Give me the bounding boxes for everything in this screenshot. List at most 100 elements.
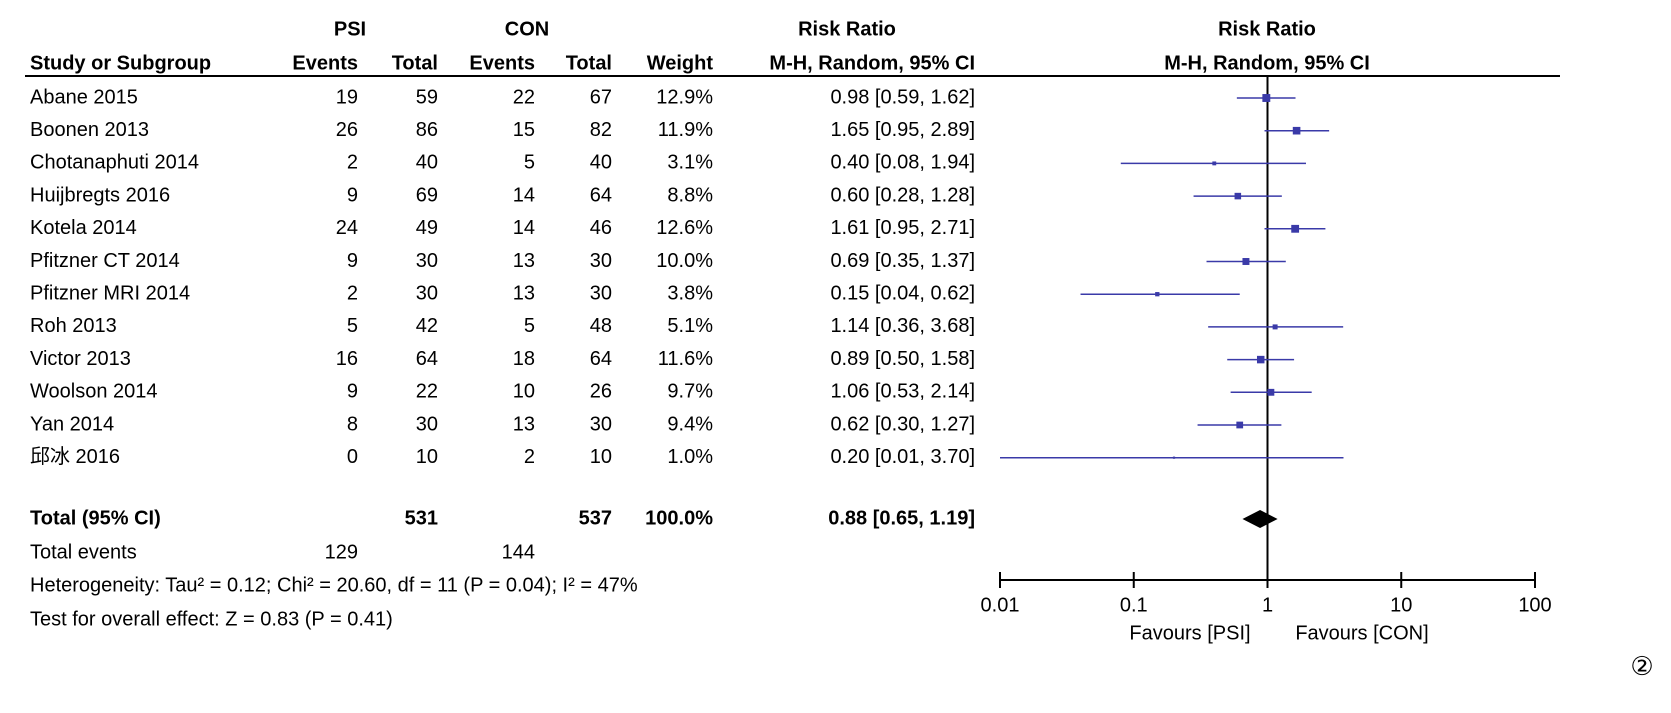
cell: 0.15 [0.04, 0.62] [830,282,975,304]
cell: 0.62 [0.30, 1.27] [830,413,975,435]
cell: 0.40 [0.08, 1.94] [830,152,975,174]
x-axis-label: Favours [PSI] [1129,622,1250,644]
study-name: Roh 2013 [30,315,117,337]
cell: 86 [416,119,438,141]
study-name: Victor 2013 [30,348,131,370]
cell: 46 [590,217,612,239]
cell: 1.61 [0.95, 2.71] [830,217,975,239]
group-header: PSI [334,18,366,40]
cell: 19 [336,86,358,108]
total-events-name: Total events [30,541,137,563]
x-tick-label: 0.1 [1120,594,1148,616]
effect-marker [1236,421,1244,429]
cell: 49 [416,217,438,239]
cell: 5.1% [667,315,713,337]
column-header: Events [292,52,358,74]
study-name: Boonen 2013 [30,119,149,141]
cell: 24 [336,217,358,239]
cell: 14 [513,184,535,206]
group-header: Risk Ratio [1218,18,1316,40]
cell: 26 [590,381,612,403]
effect-marker [1234,192,1242,200]
study-name: Abane 2015 [30,86,138,108]
study-name: Pfitzner CT 2014 [30,250,180,272]
cell: 22 [513,86,535,108]
group-header: CON [505,18,549,40]
study-name: Huijbregts 2016 [30,184,170,206]
cell: 67 [590,86,612,108]
study-name: 邱冰 2016 [30,445,120,468]
cell: 8 [347,413,358,435]
effect-marker [1172,456,1176,459]
cell: 30 [590,413,612,435]
cell: 64 [590,184,612,206]
cell: 8.8% [667,184,713,206]
total-cell: 100.0% [645,507,713,529]
cell: 9 [347,184,358,206]
group-header: Risk Ratio [798,18,896,40]
total-events-cell: 129 [325,541,358,563]
cell: 26 [336,119,358,141]
cell: 9.7% [667,381,713,403]
study-name: Yan 2014 [30,413,114,435]
cell: 30 [416,413,438,435]
cell: 59 [416,86,438,108]
effect-marker [1155,292,1160,297]
cell: 9 [347,381,358,403]
total-events-cell: 144 [502,541,535,563]
cell: 9.4% [667,413,713,435]
effect-marker [1267,388,1275,396]
figure-label: ② [1630,651,1653,681]
cell: 0.69 [0.35, 1.37] [830,250,975,272]
total-name: Total (95% CI) [30,507,161,529]
cell: 1.06 [0.53, 2.14] [830,381,975,403]
cell: 1.65 [0.95, 2.89] [830,119,975,141]
cell: 5 [524,315,535,337]
effect-marker [1291,224,1300,233]
column-header: M-H, Random, 95% CI [769,52,975,74]
cell: 10 [416,446,438,468]
cell: 10 [513,381,535,403]
cell: 30 [416,282,438,304]
cell: 30 [590,250,612,272]
cell: 82 [590,119,612,141]
cell: 5 [524,152,535,174]
cell: 2 [347,282,358,304]
total-cell: 531 [405,507,438,529]
x-tick-label: 100 [1518,594,1551,616]
cell: 12.6% [656,217,713,239]
column-header: Total [566,52,612,74]
cell: 1.0% [667,446,713,468]
cell: 1.14 [0.36, 3.68] [830,315,975,337]
cell: 18 [513,348,535,370]
effect-marker [1292,126,1301,135]
cell: 11.6% [658,348,713,370]
cell: 0.20 [0.01, 3.70] [830,446,975,468]
cell: 13 [513,282,535,304]
cell: 0.89 [0.50, 1.58] [830,348,975,370]
cell: 12.9% [656,86,713,108]
cell: 13 [513,413,535,435]
column-header: M-H, Random, 95% CI [1164,52,1370,74]
cell: 10.0% [656,250,713,272]
cell: 48 [590,315,612,337]
cell: 3.1% [667,152,713,174]
cell: 30 [416,250,438,272]
cell: 0.98 [0.59, 1.62] [830,86,975,108]
cell: 64 [590,348,612,370]
effect-marker [1242,258,1250,265]
effect-marker [1262,94,1271,102]
cell: 30 [590,282,612,304]
x-tick-label: 0.01 [981,594,1020,616]
effect-marker [1272,324,1278,330]
study-name: Chotanaphuti 2014 [30,152,199,174]
cell: 69 [416,184,438,206]
cell: 9 [347,250,358,272]
cell: 5 [347,315,358,337]
effect-marker [1212,161,1217,166]
column-header: Weight [647,52,714,74]
cell: 40 [590,152,612,174]
study-name: Kotela 2014 [30,217,137,239]
column-header: Total [392,52,438,74]
